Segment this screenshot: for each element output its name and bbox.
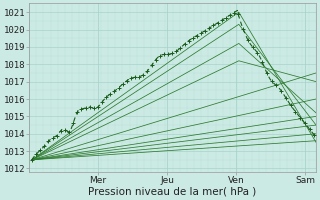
- X-axis label: Pression niveau de la mer( hPa ): Pression niveau de la mer( hPa ): [88, 187, 257, 197]
